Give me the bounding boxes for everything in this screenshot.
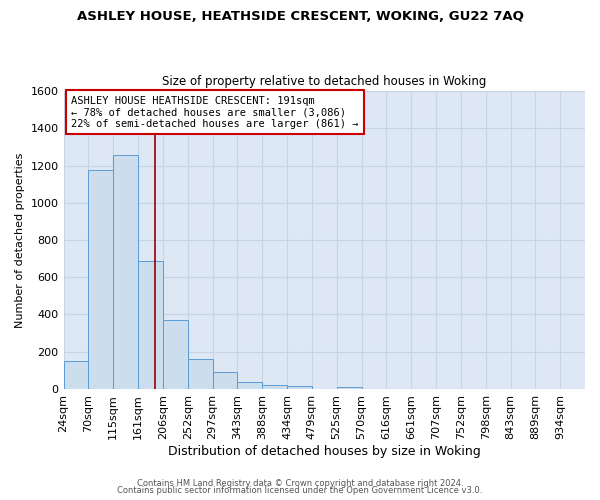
Bar [88,170,113,389]
Bar [337,386,362,389]
Bar [64,361,88,389]
Text: Contains HM Land Registry data © Crown copyright and database right 2024.: Contains HM Land Registry data © Crown c… [137,478,463,488]
Text: ASHLEY HOUSE, HEATHSIDE CRESCENT, WOKING, GU22 7AQ: ASHLEY HOUSE, HEATHSIDE CRESCENT, WOKING… [77,10,523,23]
Bar [287,386,312,389]
Text: Contains public sector information licensed under the Open Government Licence v3: Contains public sector information licen… [118,486,482,495]
Title: Size of property relative to detached houses in Woking: Size of property relative to detached ho… [162,76,487,88]
Bar [138,262,163,389]
Text: ASHLEY HOUSE HEATHSIDE CRESCENT: 191sqm
← 78% of detached houses are smaller (3,: ASHLEY HOUSE HEATHSIDE CRESCENT: 191sqm … [71,96,359,128]
Y-axis label: Number of detached properties: Number of detached properties [15,152,25,328]
Bar [262,385,287,389]
X-axis label: Distribution of detached houses by size in Woking: Distribution of detached houses by size … [168,444,481,458]
Bar [212,372,238,389]
Bar [163,320,188,389]
Bar [113,156,138,389]
Bar [238,382,262,389]
Bar [188,359,212,389]
